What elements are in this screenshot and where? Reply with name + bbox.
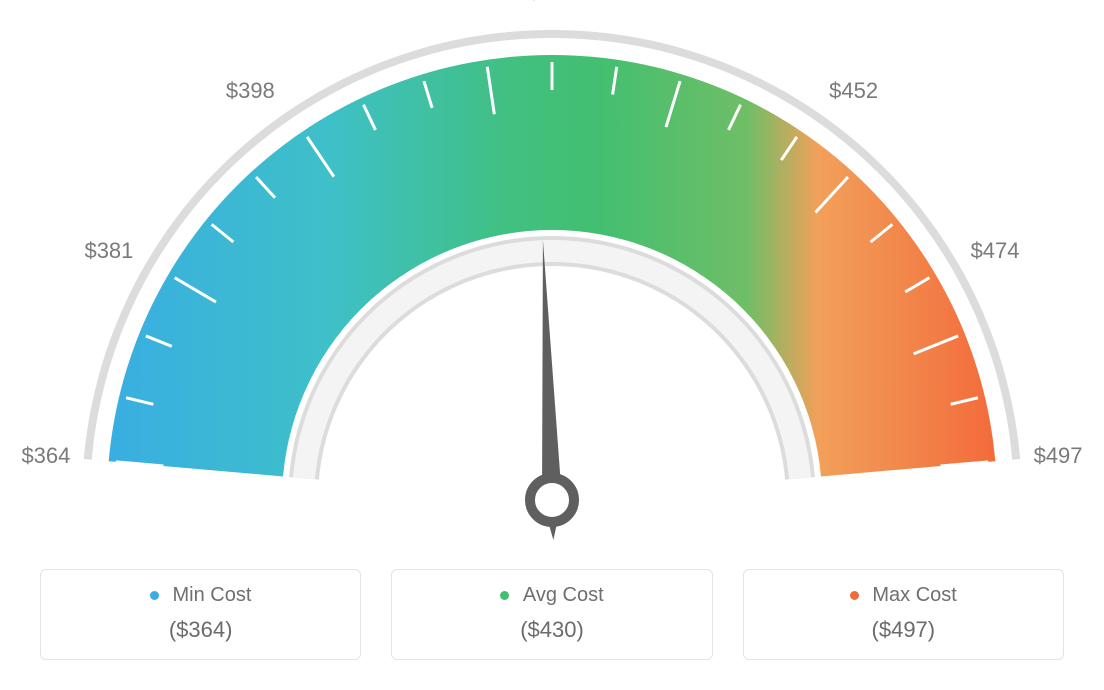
cost-gauge-chart: $364 $381 $398 $430 $452 $474 $497 Min Cost ($… — [0, 0, 1104, 690]
legend-value-max: ($497) — [744, 617, 1063, 643]
legend-card-min: Min Cost ($364) — [40, 569, 361, 660]
gauge-tick-label: $474 — [971, 238, 1020, 264]
legend-dot-avg — [500, 591, 509, 600]
gauge-area: $364 $381 $398 $430 $452 $474 $497 — [0, 0, 1104, 560]
gauge-tick-label: $430 — [528, 0, 577, 5]
gauge-tick-label: $398 — [226, 78, 275, 104]
legend-title-avg: Avg Cost — [392, 584, 711, 607]
legend-card-avg: Avg Cost ($430) — [391, 569, 712, 660]
legend-label-max: Max Cost — [872, 584, 956, 606]
gauge-tick-label: $452 — [829, 78, 878, 104]
legend-value-avg: ($430) — [392, 617, 711, 643]
gauge-tick-label: $364 — [21, 443, 70, 469]
legend-dot-min — [150, 591, 159, 600]
gauge-svg — [0, 0, 1104, 560]
legend-card-max: Max Cost ($497) — [743, 569, 1064, 660]
legend-title-min: Min Cost — [41, 584, 360, 607]
legend-dot-max — [850, 591, 859, 600]
gauge-tick-label: $497 — [1034, 443, 1083, 469]
legend-title-max: Max Cost — [744, 584, 1063, 607]
legend-row: Min Cost ($364) Avg Cost ($430) Max Cost… — [40, 569, 1064, 660]
legend-value-min: ($364) — [41, 617, 360, 643]
gauge-tick-label: $381 — [84, 238, 133, 264]
legend-label-avg: Avg Cost — [523, 584, 604, 606]
legend-label-min: Min Cost — [172, 584, 251, 606]
